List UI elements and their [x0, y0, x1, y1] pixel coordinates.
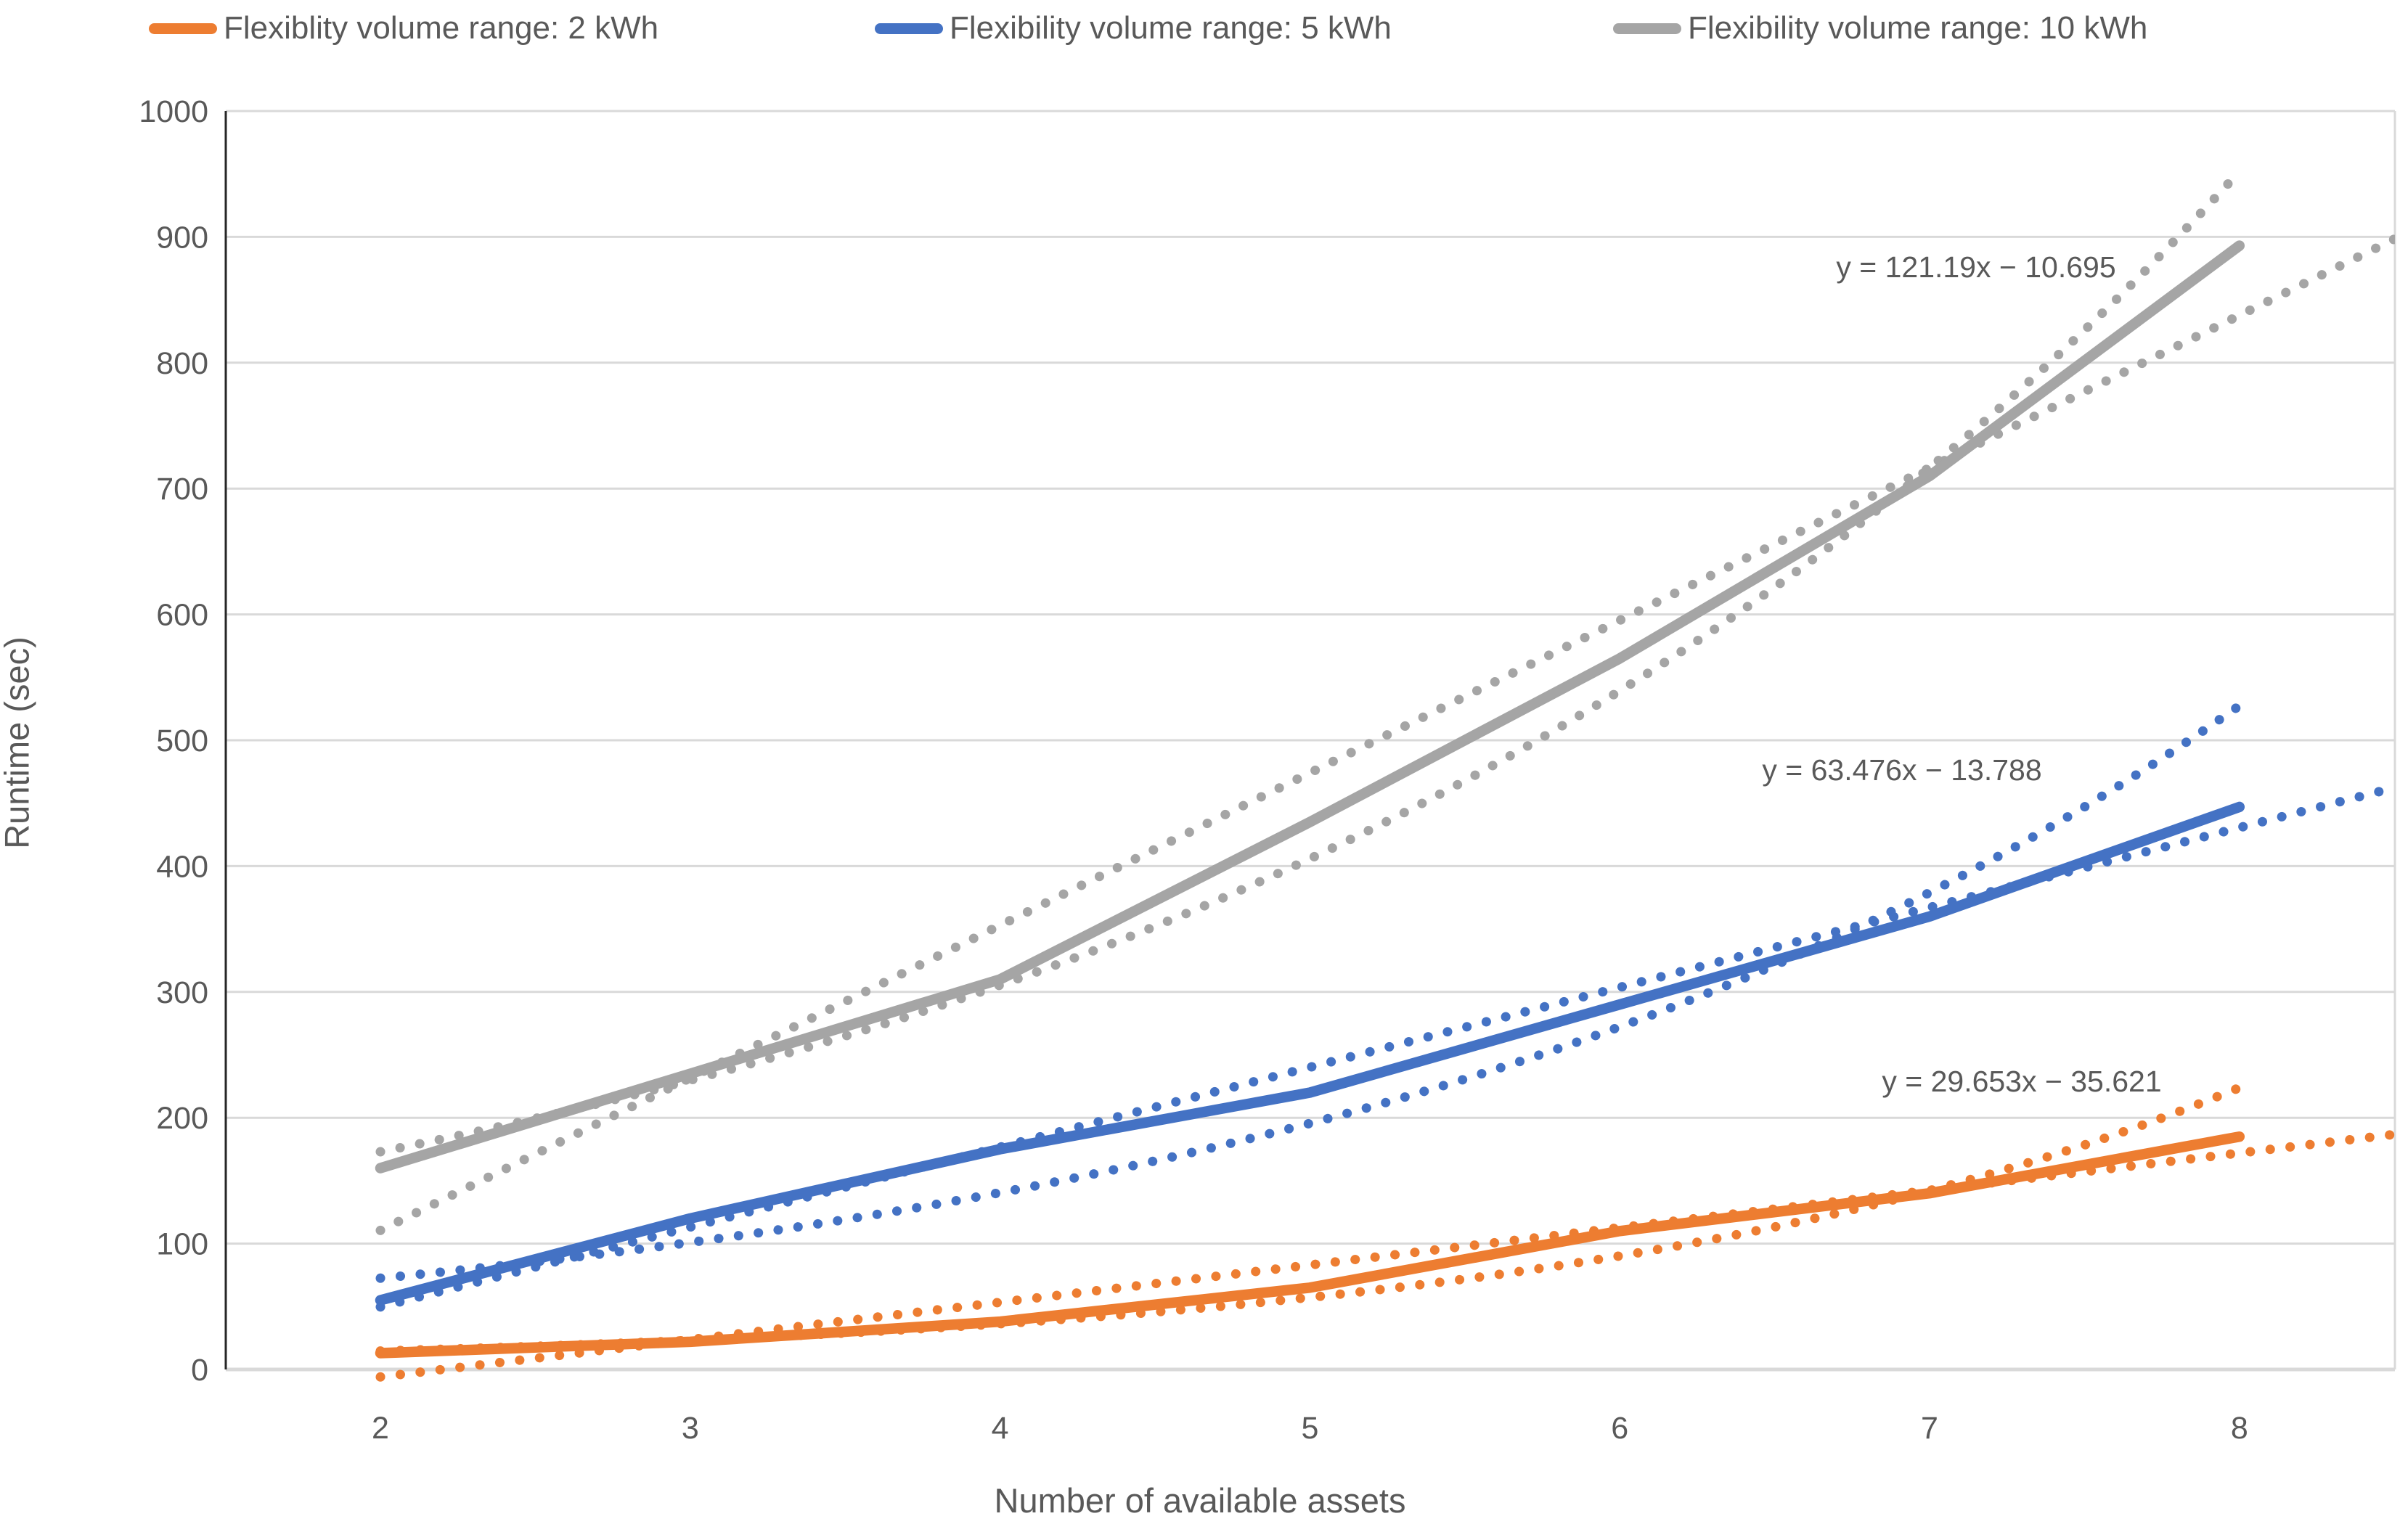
- y-tick-label-500: 500: [156, 724, 208, 758]
- x-tick-label-5: 5: [1301, 1411, 1318, 1446]
- series-line-5kwh[interactable]: [375, 801, 2245, 1306]
- y-tick-label-200: 200: [156, 1101, 208, 1136]
- y-tick-label-300: 300: [156, 975, 208, 1010]
- trendline-exponential-5kwh[interactable]: [375, 700, 2245, 1283]
- legend-label-2kwh: Flexiblity volume range: 2 kWh: [224, 10, 659, 46]
- legend-item-5kwh[interactable]: Flexibility volume range: 5 kWh: [875, 10, 1392, 46]
- series-line-10kwh[interactable]: [375, 240, 2245, 1174]
- y-tick-label-400: 400: [156, 849, 208, 884]
- legend-marker-5kwh-icon: [875, 22, 943, 34]
- trendline-exponential-10kwh[interactable]: [375, 166, 2245, 1157]
- legend-marker-2kwh-icon: [149, 22, 217, 34]
- legend-label-10kwh: Flexibility volume range: 10 kWh: [1688, 10, 2148, 46]
- x-tick-label-2: 2: [372, 1411, 389, 1446]
- series-layer: [375, 166, 2395, 1382]
- trendline-equation-10kwh: y = 121.19x − 10.695: [1836, 250, 2115, 284]
- y-tick-label-800: 800: [156, 346, 208, 381]
- legend-item-2kwh[interactable]: Flexiblity volume range: 2 kWh: [149, 10, 658, 46]
- y-axis-title: Runtime (sec): [0, 636, 36, 849]
- trendline-equation-5kwh: y = 63.476x − 13.788: [1762, 753, 2041, 787]
- x-tick-label-3: 3: [682, 1411, 699, 1446]
- y-tick-label-0: 0: [191, 1353, 208, 1388]
- x-tick-label-6: 6: [1611, 1411, 1628, 1446]
- y-tick-label-1000: 1000: [139, 94, 208, 129]
- y-tick-label-700: 700: [156, 472, 208, 507]
- x-tick-label-7: 7: [1921, 1411, 1938, 1446]
- series-line-2kwh[interactable]: [375, 1131, 2245, 1359]
- legend-marker-10kwh-icon: [1613, 22, 1681, 34]
- trendline-linear-10kwh[interactable]: [375, 234, 2395, 1235]
- legend-label-5kwh: Flexibility volume range: 5 kWh: [950, 10, 1392, 46]
- x-tick-label-4: 4: [992, 1411, 1009, 1446]
- legend-item-10kwh[interactable]: Flexibility volume range: 10 kWh: [1613, 10, 2147, 46]
- y-tick-label-600: 600: [156, 598, 208, 633]
- x-tick-label-8: 8: [2231, 1411, 2248, 1446]
- x-axis-title: Number of available assets: [994, 1481, 1406, 1520]
- y-tick-label-100: 100: [156, 1227, 208, 1262]
- legend: Flexiblity volume range: 2 kWh Flexibili…: [0, 0, 2400, 65]
- y-tick-label-900: 900: [156, 220, 208, 255]
- trendline-equation-2kwh: y = 29.653x − 35.621: [1882, 1065, 2161, 1098]
- trendline-linear-5kwh[interactable]: [375, 782, 2395, 1312]
